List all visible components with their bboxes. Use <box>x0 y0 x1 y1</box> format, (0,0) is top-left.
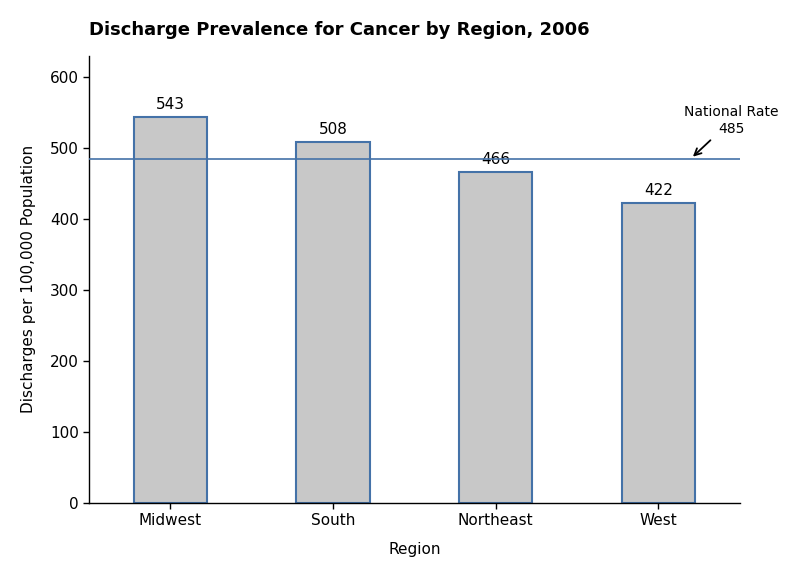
Y-axis label: Discharges per 100,000 Population: Discharges per 100,000 Population <box>21 145 36 413</box>
Text: Discharge Prevalence for Cancer by Region, 2006: Discharge Prevalence for Cancer by Regio… <box>89 21 590 39</box>
Bar <box>622 203 695 503</box>
Bar <box>134 117 207 503</box>
Bar <box>297 142 370 503</box>
Text: National Rate
485: National Rate 485 <box>684 105 778 155</box>
Text: 508: 508 <box>318 123 347 138</box>
Text: 422: 422 <box>644 183 673 198</box>
X-axis label: Region: Region <box>388 542 441 557</box>
Text: 466: 466 <box>481 152 510 167</box>
Bar <box>459 172 532 503</box>
Text: 543: 543 <box>156 98 185 113</box>
